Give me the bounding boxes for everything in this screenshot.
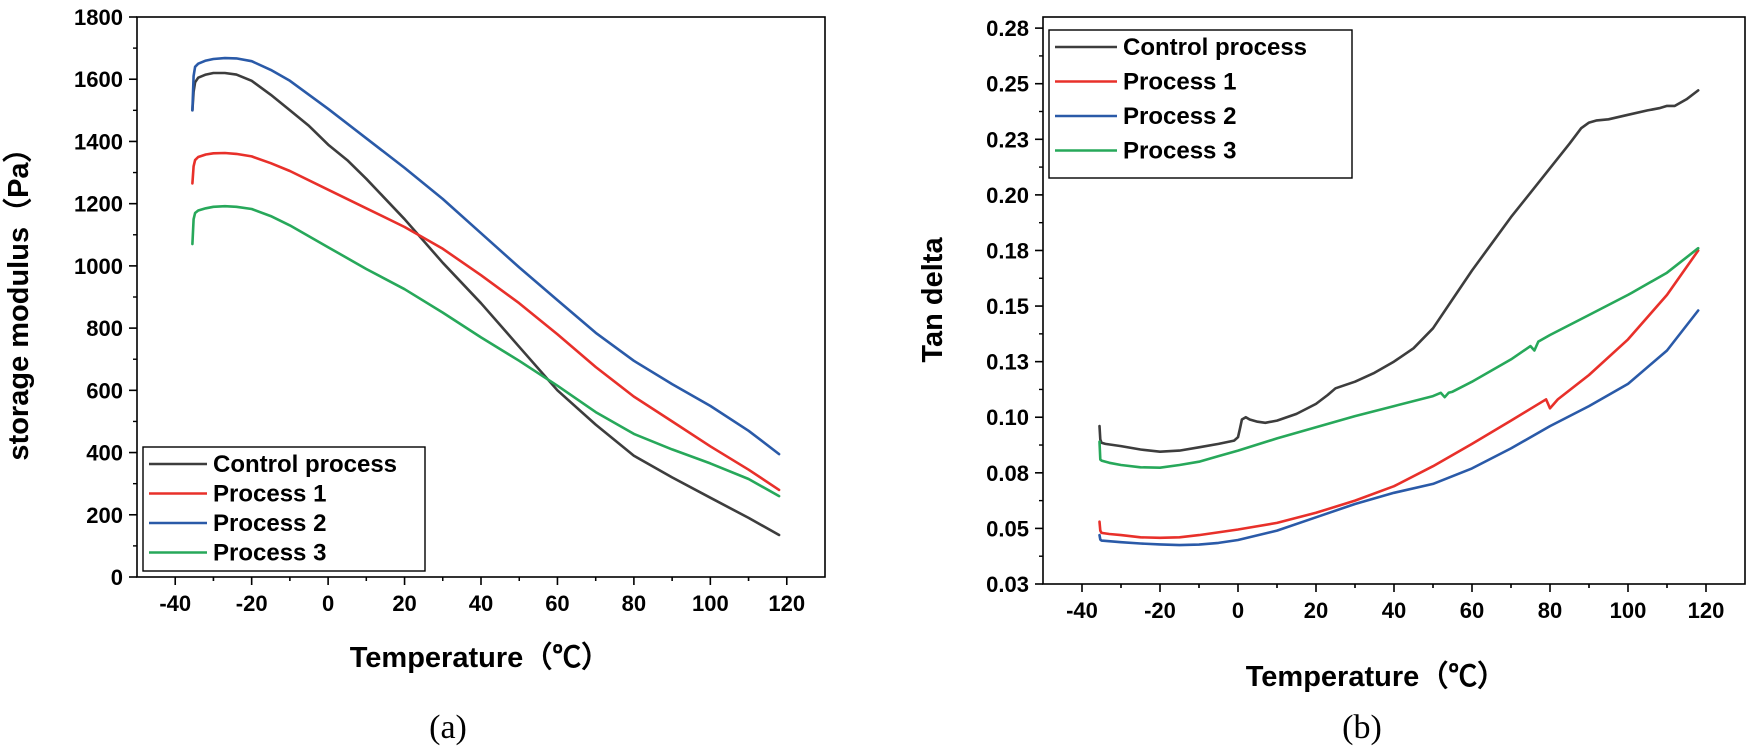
ytick-label: 0.25 xyxy=(986,72,1029,97)
series-line-process-2 xyxy=(191,56,781,456)
xtick-label: 80 xyxy=(1538,598,1562,623)
chart-panel-b: -40 -20 0 20 40 60 80 100 120 0.03 0.05 0.08 0.10 0.1… xyxy=(917,16,1746,746)
xtick-label: 60 xyxy=(545,591,569,616)
xtick-label: 0 xyxy=(1232,598,1244,623)
ticks-a: -40 -20 0 20 40 60 80 100 1200200400600800100012… xyxy=(74,5,805,616)
series-line-control-process xyxy=(191,71,781,537)
legend-box xyxy=(142,446,426,572)
xtick-label: 20 xyxy=(392,591,416,616)
ytick-label: 0.28 xyxy=(986,16,1029,41)
legend-label: Process 2 xyxy=(213,510,326,537)
ytick-label: 0.15 xyxy=(986,294,1029,319)
legend-label: Process 3 xyxy=(213,540,326,567)
ytick-label: 1200 xyxy=(74,192,123,217)
caption-b: (b) xyxy=(1342,709,1382,746)
legend-label: Process 3 xyxy=(1123,138,1236,165)
xlabel-b: Temperature（℃） xyxy=(1246,660,1507,693)
xtick-label: -40 xyxy=(1066,598,1098,623)
series-line-process-2 xyxy=(1098,309,1700,547)
ytick-label: 600 xyxy=(86,378,123,403)
xtick-label: -40 xyxy=(159,591,191,616)
ytick-label: 0.03 xyxy=(986,572,1029,597)
ytick-label: 0.10 xyxy=(986,405,1029,430)
caption-a: (a) xyxy=(429,709,467,746)
xtick-label: -20 xyxy=(236,591,268,616)
ylabel-a: storage modulus（Pa） xyxy=(2,133,35,460)
legend-box xyxy=(1048,29,1353,179)
legend-label: Process 1 xyxy=(1123,69,1236,96)
series-lines-a xyxy=(191,56,781,537)
xtick-label: 100 xyxy=(1610,598,1647,623)
ytick-label: 1000 xyxy=(74,254,123,279)
series-line-process-3 xyxy=(191,204,781,498)
xtick-label: 20 xyxy=(1304,598,1328,623)
series-line-control-process xyxy=(1098,89,1700,453)
xtick-label: -20 xyxy=(1144,598,1176,623)
legend-label: Control process xyxy=(1123,34,1307,61)
ytick-label: 800 xyxy=(86,316,123,341)
xtick-label: 60 xyxy=(1460,598,1484,623)
xtick-label: 40 xyxy=(1382,598,1406,623)
ytick-label: 0 xyxy=(111,565,123,590)
ytick-label: 0.05 xyxy=(986,516,1029,541)
ytick-label: 400 xyxy=(86,441,123,466)
series-line-process-1 xyxy=(191,151,781,492)
xlabel-a: Temperature（℃） xyxy=(350,641,611,674)
ytick-label: 0.18 xyxy=(986,238,1029,263)
ytick-label: 0.13 xyxy=(986,350,1029,375)
series-line-process-3 xyxy=(1098,246,1700,469)
xtick-label: 0 xyxy=(322,591,334,616)
xtick-label: 120 xyxy=(1688,598,1725,623)
series-line-process-1 xyxy=(1098,249,1700,540)
legend-label: Control process xyxy=(213,451,397,478)
ytick-label: 1400 xyxy=(74,129,123,154)
ylabel-b: Tan delta xyxy=(917,237,949,363)
legend-label: Process 2 xyxy=(1123,103,1236,130)
ticks-b: -40 -20 0 20 40 60 80 100 120 0.03 0.05 0.08 0.10 0.1… xyxy=(986,16,1724,623)
ytick-label: 1600 xyxy=(74,67,123,92)
series-lines-b xyxy=(1098,89,1700,547)
legend-label: Process 1 xyxy=(213,481,326,508)
ytick-label: 200 xyxy=(86,503,123,528)
ytick-label: 1800 xyxy=(74,5,123,30)
xtick-label: 40 xyxy=(469,591,493,616)
legend-b: Control process Process 1 Process 2 Process… xyxy=(1048,29,1353,179)
chart-panel-a: -40 -20 0 20 40 60 80 100 1200200400600800100012… xyxy=(2,5,826,746)
xtick-label: 80 xyxy=(622,591,646,616)
xtick-label: 120 xyxy=(768,591,805,616)
ytick-label: 0.20 xyxy=(986,183,1029,208)
ytick-label: 0.23 xyxy=(986,127,1029,152)
xtick-label: 100 xyxy=(692,591,729,616)
ytick-label: 0.08 xyxy=(986,461,1029,486)
